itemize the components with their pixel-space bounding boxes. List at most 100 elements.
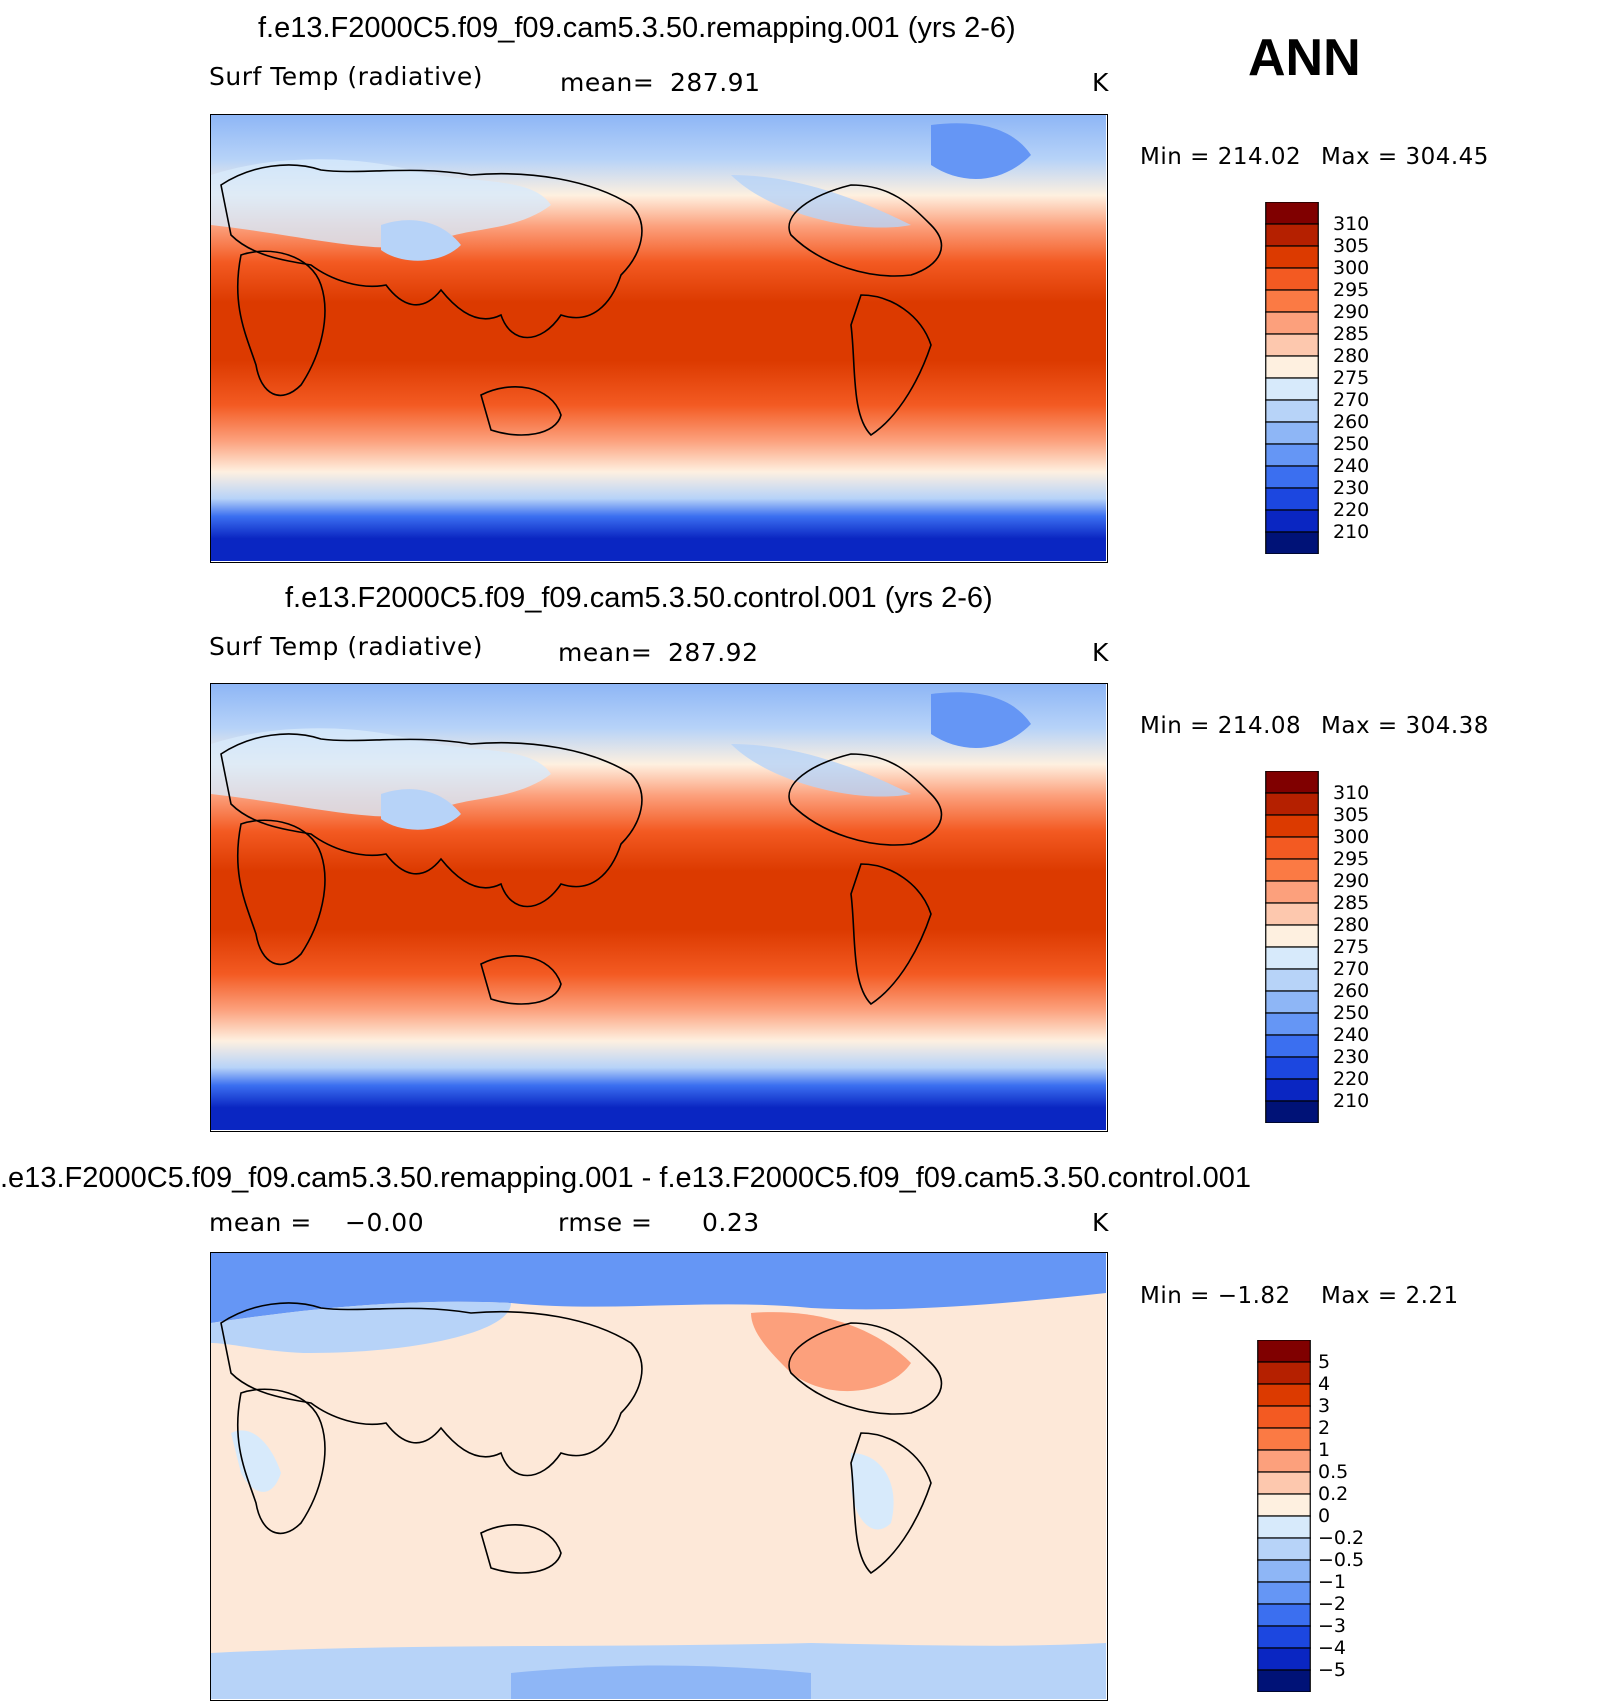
panel-2-colorbar-tick-label: 275	[1333, 936, 1370, 958]
panel-1-colorbar-tick-label: 260	[1333, 411, 1370, 433]
panel-1-colorbar-tick-label: 270	[1333, 389, 1370, 411]
panel-3-colorbar-box-2	[1257, 1383, 1311, 1407]
panel-1-colorbar-tick-label: 230	[1333, 477, 1370, 499]
panel-2-colorbar-ticks: 310 305 300 295 290 285 280 275 270 260 250 240 230 2…	[1333, 771, 1413, 1123]
panel-1-colorbar-tick-label: 300	[1333, 257, 1370, 279]
panel-3-colorbar-tick-label: −5	[1318, 1659, 1347, 1681]
panel-3-colorbar-tick-label: 4	[1318, 1373, 1331, 1395]
panel-1-colorbar-box-2	[1265, 245, 1319, 269]
panel-2-colorbar-svg	[1265, 770, 1319, 1124]
panel-3-colorbar-box-7	[1257, 1493, 1311, 1517]
panel-1-mean-label: mean=	[560, 68, 655, 97]
panel-1-colorbar-tick-label: 220	[1333, 499, 1370, 521]
season-label: ANN	[1248, 29, 1361, 87]
panel-1-colorbar-box-0	[1265, 201, 1319, 225]
panel-1-colorbar-box-9	[1265, 399, 1319, 423]
panel-1-mean-value: 287.91	[670, 68, 761, 97]
panel-2-units: K	[1092, 638, 1109, 667]
panel-2-max: Max = 304.38	[1321, 713, 1489, 739]
panel-3-colorbar-tick-label: 3	[1318, 1395, 1331, 1417]
panel-2-map-svg	[211, 684, 1106, 1130]
panel-3-colorbar-tick-label: −0.2	[1318, 1527, 1365, 1549]
panel-3-colorbar-tick-label: 0.2	[1318, 1483, 1349, 1505]
panel-3-colorbar-tick-label: 0	[1318, 1505, 1331, 1527]
panel-2-colorbar-tick-label: 210	[1333, 1090, 1370, 1112]
panel-3-map-svg	[211, 1253, 1106, 1699]
panel-2-colorbar-box-7	[1265, 924, 1319, 948]
panel-2-colorbar-box-14	[1265, 1078, 1319, 1102]
panel-1-colorbar-box-11	[1265, 443, 1319, 467]
panel-1-units: K	[1092, 68, 1109, 97]
panel-1-colorbar-box-3	[1265, 267, 1319, 291]
panel-1-colorbar-tick-label: 285	[1333, 323, 1370, 345]
panel-3-colorbar-box-12	[1257, 1603, 1311, 1627]
panel-3-colorbar-box-4	[1257, 1427, 1311, 1451]
panel-3-map	[210, 1252, 1108, 1701]
panel-1-colorbar-box-4	[1265, 289, 1319, 313]
panel-2-mean-value: 287.92	[668, 638, 759, 667]
panel-1-colorbar-box-15	[1265, 531, 1319, 555]
panel-1-colorbar-tick-label: 275	[1333, 367, 1370, 389]
panel-2-colorbar-box-15	[1265, 1100, 1319, 1124]
panel-2-colorbar-tick-label: 280	[1333, 914, 1370, 936]
panel-2-colorbar-box-12	[1265, 1034, 1319, 1058]
panel-1-colorbar-tick-label: 240	[1333, 455, 1370, 477]
panel-1-colorbar-tick-label: 210	[1333, 521, 1370, 543]
panel-2-colorbar-box-6	[1265, 902, 1319, 926]
panel-1-colorbar-tick-label: 250	[1333, 433, 1370, 455]
panel-3-title: .e13.F2000C5.f09_f09.cam5.3.50.remapping…	[0, 1162, 1252, 1194]
panel-3-colorbar-box-8	[1257, 1515, 1311, 1539]
panel-1-colorbar-box-14	[1265, 509, 1319, 533]
panel-2-colorbar-tick-label: 260	[1333, 980, 1370, 1002]
panel-3-colorbar-box-13	[1257, 1625, 1311, 1649]
panel-2-colorbar-tick-label: 230	[1333, 1046, 1370, 1068]
panel-1-colorbar-box-13	[1265, 487, 1319, 511]
panel-2-mean-label: mean=	[558, 638, 653, 667]
panel-3-colorbar-svg	[1257, 1339, 1311, 1693]
panel-1-variable: Surf Temp (radiative)	[209, 62, 483, 91]
panel-3-colorbar-tick-label: 5	[1318, 1351, 1331, 1373]
panel-3-mean-value: −0.00	[345, 1208, 425, 1237]
panel-2-colorbar-tick-label: 285	[1333, 892, 1370, 914]
panel-2-colorbar	[1265, 770, 1319, 1124]
panel-2-colorbar-box-0	[1265, 770, 1319, 794]
panel-3-colorbar-tick-label: 0.5	[1318, 1461, 1349, 1483]
panel-3-colorbar-box-11	[1257, 1581, 1311, 1605]
panel-3-colorbar-box-6	[1257, 1471, 1311, 1495]
panel-1-colorbar-tick-label: 310	[1333, 213, 1370, 235]
panel-3-rmse-label: rmse =	[558, 1208, 653, 1237]
panel-1-map	[210, 114, 1108, 563]
panel-1-colorbar-box-10	[1265, 421, 1319, 445]
panel-2-colorbar-box-10	[1265, 990, 1319, 1014]
panel-3-colorbar-box-3	[1257, 1405, 1311, 1429]
panel-1-map-svg	[211, 115, 1106, 561]
panel-3-colorbar-tick-label: −3	[1318, 1615, 1347, 1637]
panel-1-colorbar-svg	[1265, 201, 1319, 555]
panel-2-colorbar-tick-label: 295	[1333, 848, 1370, 870]
panel-1-colorbar-box-12	[1265, 465, 1319, 489]
panel-1-colorbar	[1265, 201, 1319, 555]
panel-2-colorbar-tick-label: 220	[1333, 1068, 1370, 1090]
panel-3-colorbar-tick-label: 2	[1318, 1417, 1331, 1439]
panel-2-colorbar-box-1	[1265, 792, 1319, 816]
panel-1-max: Max = 304.45	[1321, 144, 1489, 170]
panel-3-units: K	[1092, 1208, 1109, 1237]
panel-3-colorbar-ticks: 5 4 3 2 1 0.5 0.2 0 −0.2 −0.5 −1 −2 −3 −4 −5	[1318, 1340, 1398, 1692]
panel-3-colorbar-tick-label: −0.5	[1318, 1549, 1365, 1571]
panel-3-rmse-value: 0.23	[702, 1208, 760, 1237]
panel-2-colorbar-tick-label: 270	[1333, 958, 1370, 980]
panel-3-colorbar-box-10	[1257, 1559, 1311, 1583]
panel-1-colorbar-tick-label: 305	[1333, 235, 1370, 257]
panel-2-colorbar-tick-label: 300	[1333, 826, 1370, 848]
panel-1-colorbar-tick-label: 290	[1333, 301, 1370, 323]
panel-2-colorbar-box-4	[1265, 858, 1319, 882]
panel-1-title: f.e13.F2000C5.f09_f09.cam5.3.50.remappin…	[258, 12, 1016, 44]
panel-1-colorbar-tick-label: 280	[1333, 345, 1370, 367]
panel-1-min: Min = 214.02	[1140, 144, 1302, 170]
panel-1-colorbar-box-5	[1265, 311, 1319, 335]
panel-2-colorbar-tick-label: 290	[1333, 870, 1370, 892]
panel-3-colorbar-tick-label: −4	[1318, 1637, 1347, 1659]
panel-2-colorbar-box-8	[1265, 946, 1319, 970]
panel-3-colorbar-box-5	[1257, 1449, 1311, 1473]
panel-3-colorbar	[1257, 1339, 1311, 1693]
